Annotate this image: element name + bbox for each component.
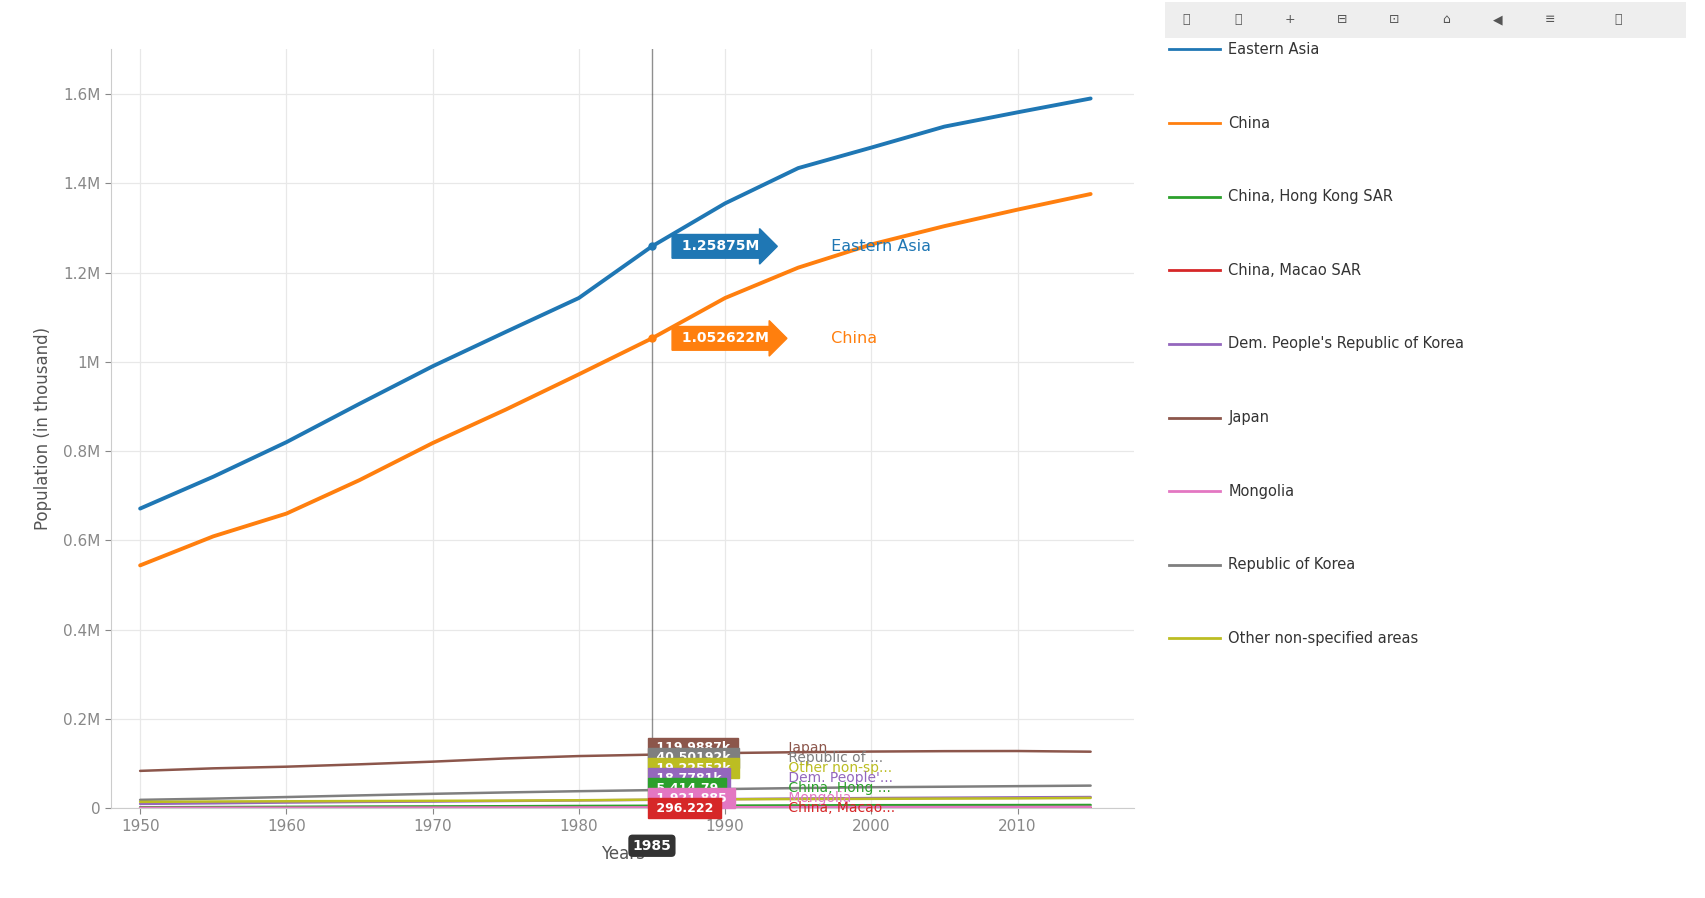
- Text: 🔍: 🔍: [1234, 13, 1241, 26]
- Text: 📊: 📊: [1613, 13, 1621, 26]
- Text: Republic of ...: Republic of ...: [783, 751, 883, 765]
- Text: China: China: [825, 330, 876, 346]
- Text: Eastern Asia: Eastern Asia: [1228, 42, 1320, 57]
- Text: Mongolia: Mongolia: [783, 791, 851, 806]
- Text: 1.25875M: 1.25875M: [677, 240, 764, 253]
- Text: China, Hong Kong SAR: China, Hong Kong SAR: [1228, 189, 1393, 204]
- Text: China, Macao SAR: China, Macao SAR: [1228, 263, 1361, 277]
- Text: Mongolia: Mongolia: [1228, 484, 1294, 498]
- Text: Other non-specified areas: Other non-specified areas: [1228, 631, 1419, 646]
- Text: China, Macao...: China, Macao...: [783, 801, 895, 815]
- Text: 1.052622M: 1.052622M: [677, 331, 774, 346]
- Text: Japan: Japan: [783, 741, 827, 755]
- Text: ⊟: ⊟: [1337, 13, 1347, 26]
- Text: 19.22552k: 19.22552k: [651, 762, 735, 775]
- Text: Dem. People'...: Dem. People'...: [783, 771, 892, 785]
- Text: ⌂: ⌂: [1441, 13, 1449, 26]
- Text: 18.7781k: 18.7781k: [651, 771, 726, 785]
- Text: Dem. People's Republic of Korea: Dem. People's Republic of Korea: [1228, 337, 1463, 351]
- Text: China, Hong ...: China, Hong ...: [783, 781, 890, 795]
- X-axis label: Years: Years: [600, 845, 644, 863]
- Text: 296.222: 296.222: [651, 802, 718, 814]
- Text: Japan: Japan: [1228, 410, 1269, 425]
- Text: ◀: ◀: [1492, 13, 1502, 26]
- Text: 119.9887k: 119.9887k: [651, 742, 735, 754]
- Text: 5,414.79: 5,414.79: [651, 781, 723, 795]
- Text: China: China: [1228, 116, 1270, 130]
- Text: Republic of Korea: Republic of Korea: [1228, 558, 1355, 572]
- Text: +: +: [1284, 13, 1294, 26]
- Text: Eastern Asia: Eastern Asia: [825, 239, 929, 254]
- Text: 📷: 📷: [1182, 13, 1188, 26]
- Text: 1,921.885: 1,921.885: [651, 792, 731, 805]
- Text: 1985: 1985: [633, 839, 672, 853]
- Text: ≡: ≡: [1545, 13, 1555, 26]
- Text: Other non-sp...: Other non-sp...: [783, 761, 892, 775]
- Text: ⊡: ⊡: [1388, 13, 1398, 26]
- Text: 40.50192k: 40.50192k: [651, 752, 735, 764]
- Y-axis label: Population (in thousand): Population (in thousand): [34, 327, 51, 531]
